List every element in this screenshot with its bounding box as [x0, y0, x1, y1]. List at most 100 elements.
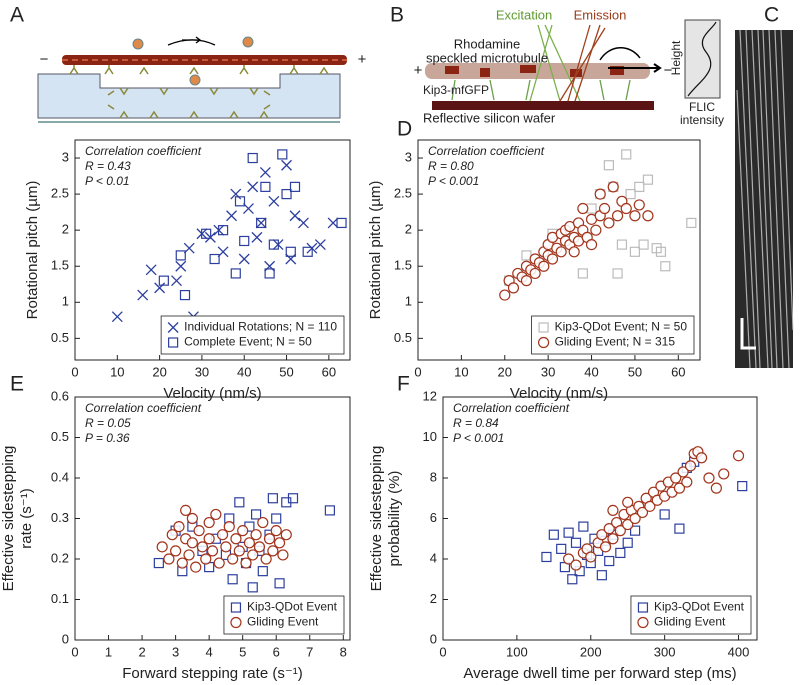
data-point	[621, 149, 632, 160]
data-point	[287, 493, 299, 504]
data-point	[111, 311, 123, 323]
data-point	[277, 149, 288, 160]
data-point	[629, 525, 641, 536]
y-tick-label: 2	[430, 591, 437, 606]
data-point	[230, 268, 241, 279]
legend-label: Gliding Event; N = 315	[555, 335, 676, 349]
data-point	[507, 282, 520, 294]
x-tick-label: 5	[239, 644, 246, 659]
y-tick-label: 2.5	[51, 186, 69, 201]
y-tick-label: 6	[430, 510, 437, 525]
data-point	[274, 578, 285, 589]
inset-x-label: intensity	[680, 113, 724, 127]
data-point	[548, 529, 559, 540]
y-tick-label: 10	[423, 429, 437, 444]
annotation: P < 0.001	[453, 431, 504, 445]
y-axis-label: Rotational pitch (µm)	[24, 181, 41, 320]
data-point	[179, 289, 191, 301]
data-point	[281, 159, 292, 171]
data-point	[223, 520, 235, 533]
data-point	[629, 210, 641, 222]
x-tick-label: 40	[584, 364, 598, 379]
x-tick-label: 50	[279, 364, 293, 379]
data-point	[271, 513, 282, 524]
data-point	[243, 537, 255, 549]
x-tick-label: 0	[71, 364, 78, 379]
data-point	[285, 246, 296, 257]
data-point	[603, 523, 615, 535]
data-point	[247, 152, 258, 164]
data-point	[156, 541, 168, 553]
qdot	[189, 74, 201, 86]
data-point	[603, 217, 615, 229]
data-point	[634, 181, 645, 192]
minus-end: −	[40, 51, 49, 68]
x-tick-label: 0	[414, 364, 421, 379]
legend-marker	[230, 602, 242, 613]
annotation: Correlation coefficient	[453, 401, 570, 415]
y-tick-label: 1.5	[51, 258, 69, 273]
x-tick-label: 60	[322, 364, 336, 379]
x-tick-label: 10	[454, 364, 468, 379]
data-point	[607, 181, 619, 193]
data-point	[233, 545, 245, 557]
data-point	[210, 508, 222, 521]
annotation: P < 0.001	[428, 174, 479, 188]
data-point	[203, 533, 215, 545]
annotation: R = 0.84	[453, 416, 499, 430]
data-point	[251, 231, 263, 243]
data-point	[166, 529, 178, 541]
plot-frame	[74, 139, 351, 361]
data-point	[257, 516, 269, 529]
data-point	[285, 253, 297, 265]
x-tick-label: 40	[237, 364, 251, 379]
data-point	[660, 261, 671, 272]
legend-label: Gliding Event	[247, 615, 319, 629]
legend-label: Kip3-QDot Event; N = 50	[555, 320, 688, 334]
data-point	[196, 541, 209, 553]
inset-y-label: Height	[669, 40, 683, 75]
data-point	[607, 504, 619, 516]
data-point	[673, 482, 686, 494]
data-point	[158, 275, 169, 286]
data-point	[137, 289, 149, 301]
data-point	[596, 529, 608, 541]
data-point	[638, 239, 649, 250]
diagram-b: Excitation Emission Rhodamine speckled m…	[414, 7, 724, 127]
y-tick-label: 0.2	[51, 550, 69, 565]
panel-letter: E	[10, 373, 24, 396]
microtubule-label: speckled microtubule	[426, 50, 548, 65]
data-point	[209, 253, 220, 265]
legend-label: Complete Event; N = 50	[184, 335, 312, 349]
data-point	[556, 543, 567, 554]
microtubule-label: Rhodamine	[454, 36, 521, 51]
data-point	[599, 541, 612, 553]
panel-letter: D	[397, 118, 412, 141]
data-point	[732, 450, 745, 462]
data-point	[260, 553, 272, 565]
data-point	[603, 160, 614, 171]
x-tick-label: 2	[138, 644, 145, 659]
data-point	[615, 547, 626, 559]
y-tick-label: 0.1	[51, 591, 69, 606]
y-tick-label: 2	[405, 222, 412, 237]
data-point	[541, 551, 552, 563]
data-point	[570, 537, 582, 548]
data-point	[267, 493, 278, 504]
data-point	[247, 181, 259, 193]
x-tick-label: 6	[273, 644, 280, 659]
data-point	[250, 509, 262, 520]
data-point	[175, 260, 187, 272]
kinesins	[451, 79, 631, 101]
y-tick-label: 2.5	[394, 186, 412, 201]
data-point	[703, 472, 715, 484]
x-axis-label: Velocity (nm/s)	[163, 385, 261, 402]
data-points	[111, 149, 347, 323]
plot-frame	[417, 139, 701, 361]
annotation: Correlation coefficient	[85, 401, 202, 415]
x-tick-label: 1	[105, 644, 112, 659]
data-point	[598, 202, 611, 215]
